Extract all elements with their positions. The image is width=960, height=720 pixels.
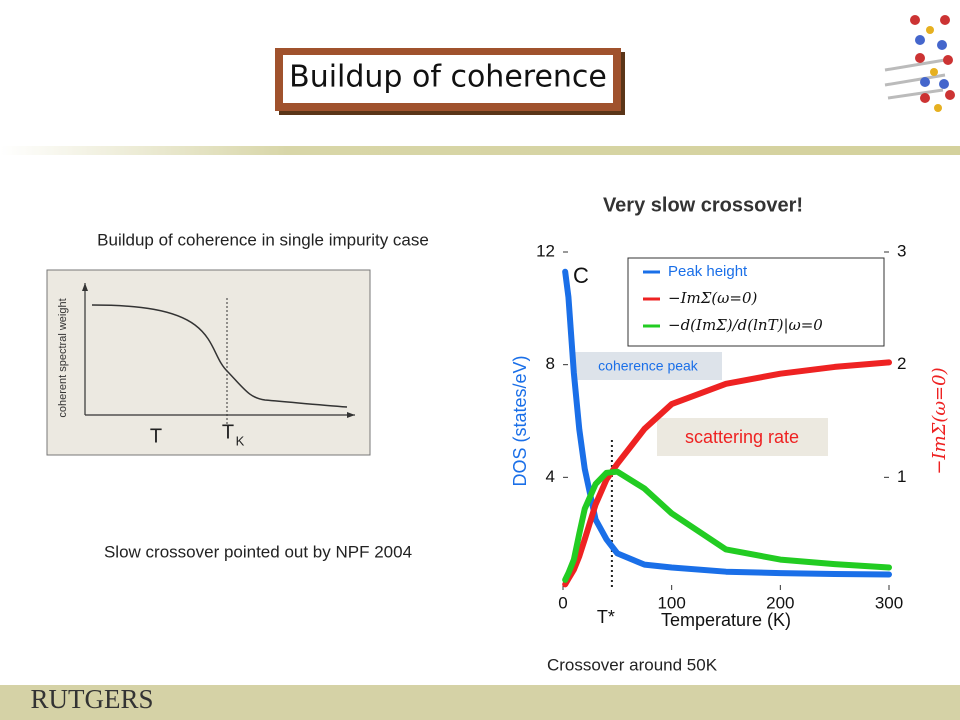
title: Buildup of coherence bbox=[289, 60, 607, 95]
y-tick-label: 8 bbox=[546, 354, 555, 373]
legend-label: −ImΣ(ω=0) bbox=[668, 289, 758, 307]
y-tick-label: 12 bbox=[536, 241, 555, 260]
left-note: Slow crossover pointed out by NPF 2004 bbox=[104, 542, 412, 561]
x-tick-label: 200 bbox=[766, 593, 794, 612]
x-axis-label: Temperature (K) bbox=[661, 610, 791, 630]
series-line bbox=[562, 268, 892, 578]
legend-box bbox=[627, 257, 885, 347]
y2-tick-label: 3 bbox=[897, 241, 906, 260]
y2-tick-label: 1 bbox=[897, 467, 906, 486]
panel-label: C bbox=[573, 263, 589, 288]
crystal-icon bbox=[884, 15, 955, 112]
x-tick-label: 0 bbox=[558, 593, 567, 612]
annotation-box bbox=[657, 418, 828, 456]
sketch-tk-sub: K bbox=[236, 433, 245, 448]
sketch-curve bbox=[91, 304, 348, 408]
y-tick-label: 4 bbox=[546, 467, 555, 486]
annotation-box bbox=[575, 352, 722, 380]
title-box bbox=[283, 55, 613, 103]
annotation: coherence peak bbox=[598, 358, 699, 374]
sketch-tk: T bbox=[222, 421, 234, 443]
legend-label: −d(ImΣ)/d(lnT)|ω=0 bbox=[668, 316, 823, 334]
sketch-axes bbox=[84, 283, 355, 416]
footer-logo: RUTGERS bbox=[30, 684, 153, 714]
y2-tick-label: 2 bbox=[897, 354, 906, 373]
left-caption: Buildup of coherence in single impurity … bbox=[97, 230, 429, 249]
header-band bbox=[0, 146, 960, 155]
footer-bar bbox=[0, 685, 960, 720]
y2-axis-label: −ImΣ(ω=0) bbox=[929, 367, 950, 474]
sketch-y-label: coherent spectral weight bbox=[57, 298, 69, 417]
sketch-panel bbox=[46, 269, 371, 456]
legend-label: Peak height bbox=[668, 263, 748, 280]
y-axis-label: DOS (states/eV) bbox=[510, 355, 530, 486]
sketch-x-label: T bbox=[150, 425, 162, 447]
chart-title: Very slow crossover! bbox=[603, 194, 803, 216]
annotation: scattering rate bbox=[685, 427, 799, 447]
x-tick-label: 100 bbox=[657, 593, 685, 612]
crossover-label: T* bbox=[597, 607, 615, 627]
x-tick-label: 300 bbox=[875, 593, 903, 612]
footnote: Crossover around 50K bbox=[547, 655, 718, 674]
series-line bbox=[562, 468, 892, 583]
